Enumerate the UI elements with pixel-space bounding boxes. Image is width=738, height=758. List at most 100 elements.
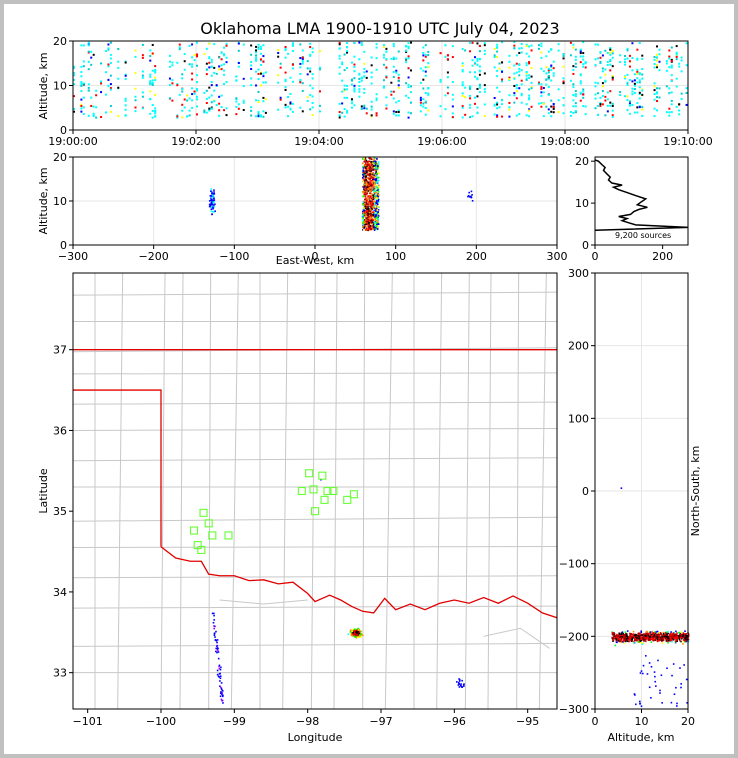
source-point	[350, 99, 353, 102]
source-point	[528, 88, 531, 91]
source-point	[625, 636, 627, 639]
lma-stations	[189, 469, 358, 554]
source-point	[210, 80, 213, 83]
source-point	[92, 115, 95, 118]
source-point	[640, 631, 643, 634]
source-point	[385, 76, 388, 79]
source-point	[191, 63, 194, 66]
source-point	[572, 94, 575, 97]
source-point	[225, 42, 228, 45]
source-point	[319, 68, 321, 71]
ew-tick-label: 100	[385, 250, 406, 263]
source-point	[666, 633, 668, 636]
source-point	[631, 69, 634, 72]
source-point	[368, 168, 371, 171]
source-point	[606, 104, 609, 107]
source-point	[343, 84, 346, 87]
source-point	[373, 219, 375, 221]
source-point	[624, 634, 627, 637]
source-point	[374, 212, 376, 215]
source-point	[365, 159, 368, 162]
source-point	[338, 54, 341, 57]
source-point	[221, 693, 223, 696]
source-point	[363, 88, 366, 91]
source-point	[572, 83, 575, 86]
source-point	[422, 98, 425, 101]
source-point	[461, 62, 464, 65]
source-point	[569, 41, 572, 44]
source-point	[370, 56, 373, 59]
source-point	[611, 56, 614, 59]
source-point	[366, 188, 369, 191]
source-point	[141, 74, 144, 77]
source-point	[250, 106, 253, 109]
source-point	[362, 168, 365, 170]
source-point	[473, 71, 476, 74]
source-point	[373, 164, 376, 167]
source-point	[628, 640, 630, 643]
source-point	[622, 637, 624, 640]
source-point	[633, 82, 636, 85]
source-point	[346, 96, 349, 99]
source-point	[461, 679, 463, 682]
source-point	[623, 642, 626, 645]
source-point	[362, 210, 364, 213]
source-point	[675, 85, 678, 88]
source-point	[363, 174, 365, 177]
source-point	[370, 184, 373, 187]
source-point	[397, 80, 400, 83]
source-point	[513, 47, 516, 50]
source-point	[362, 217, 365, 219]
county-line	[310, 272, 316, 710]
source-point	[530, 49, 533, 52]
source-point	[624, 63, 627, 66]
source-point	[82, 60, 85, 63]
source-point	[311, 101, 314, 104]
station-marker	[297, 486, 306, 496]
source-point	[141, 107, 144, 110]
source-point	[625, 632, 627, 635]
source-point	[648, 686, 651, 689]
source-point	[557, 49, 560, 52]
source-point	[525, 114, 528, 117]
source-point	[377, 206, 379, 208]
source-point	[370, 158, 373, 161]
source-point	[208, 61, 211, 64]
source-point	[343, 53, 346, 56]
source-point	[117, 115, 120, 118]
source-point	[419, 110, 422, 113]
source-point	[208, 203, 211, 206]
station-marker	[309, 485, 318, 494]
source-point	[259, 84, 262, 87]
source-point	[631, 633, 633, 636]
source-point	[364, 193, 367, 196]
source-point	[676, 639, 678, 641]
source-point	[151, 69, 154, 72]
source-point	[424, 53, 427, 56]
source-point	[289, 76, 292, 79]
source-point	[444, 55, 447, 58]
source-point	[218, 667, 221, 670]
source-point	[658, 637, 660, 639]
source-point	[373, 174, 376, 177]
source-point	[424, 113, 427, 116]
source-point	[367, 162, 370, 165]
source-point	[655, 685, 657, 687]
source-point	[650, 697, 652, 699]
source-point	[471, 64, 474, 67]
source-point	[369, 166, 372, 169]
source-point	[299, 78, 302, 81]
source-point	[210, 197, 212, 200]
source-point	[518, 52, 521, 55]
source-point	[457, 684, 460, 686]
source-point	[611, 114, 614, 117]
source-point	[599, 51, 602, 54]
source-point	[594, 85, 597, 88]
source-point	[623, 640, 626, 642]
source-point	[513, 44, 516, 47]
source-point	[284, 80, 287, 83]
count-tick-label: 0	[592, 250, 599, 263]
source-point	[352, 632, 354, 635]
